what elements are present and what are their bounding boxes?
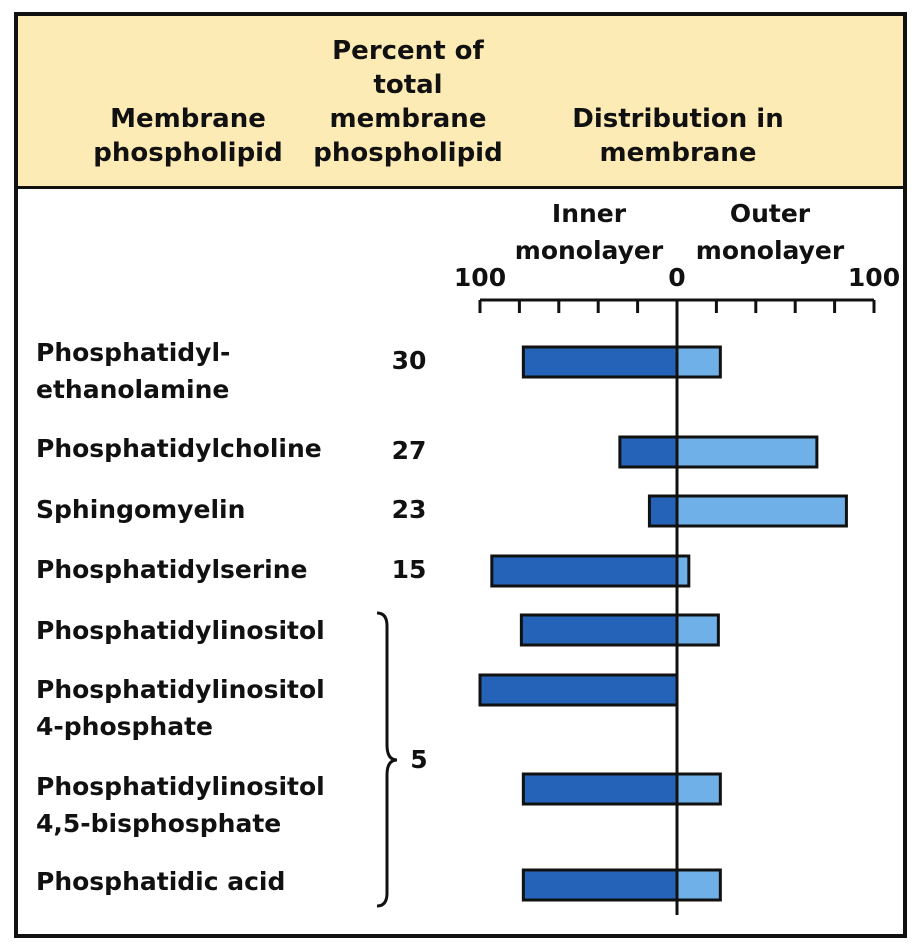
bar-outer [675, 494, 848, 528]
row-label: Phosphatidyl-ethanolamine [36, 338, 230, 404]
bar-outer [675, 868, 722, 902]
row-label: Phosphatidylserine [36, 555, 308, 584]
row-label: Phosphatidic acid [36, 867, 285, 896]
bar-inner [521, 772, 679, 806]
row-percent: 30 [392, 346, 427, 375]
header-distribution: Distribution in membrane [572, 104, 784, 168]
row-label: Phosphatidylcholine [36, 434, 322, 463]
row-label: Phosphatidylinositol 4-phosphate [36, 675, 325, 741]
bar-inner [521, 345, 679, 379]
tick-label: 0 [668, 263, 685, 292]
axis-label-inner: Inner monolayer [515, 199, 664, 265]
bar-outer [675, 554, 691, 588]
row-percent: 27 [392, 436, 427, 465]
row-label: Phosphatidylinositol 4,5-bisphosphate [36, 772, 325, 838]
bar-outer [675, 772, 722, 806]
bar-inner [490, 554, 679, 588]
header-percent: Percent of total membrane phospholipid [313, 36, 503, 168]
figure-frame: Membrane phospholipid Percent of total m… [14, 12, 907, 938]
row-label: Phosphatidylinositol [36, 616, 325, 645]
tick-label: 100 [454, 263, 506, 292]
group-percent: 5 [410, 745, 427, 774]
bar-inner [618, 435, 679, 469]
row-percent: 23 [392, 495, 427, 524]
bar-inner [478, 673, 679, 707]
row-label: Sphingomyelin [36, 495, 245, 524]
header-band [18, 16, 903, 189]
group-brace [376, 611, 398, 908]
header-phospholipid: Membrane phospholipid [93, 104, 283, 168]
bar-inner [521, 868, 679, 902]
bar-inner [647, 494, 679, 528]
bar-outer [675, 435, 819, 469]
bar-outer [675, 345, 722, 379]
row-percent: 15 [392, 555, 427, 584]
bar-inner [519, 613, 679, 647]
axis-label-outer: Outer monolayer [696, 199, 845, 265]
tick-label: 100 [848, 263, 900, 292]
bar-outer [675, 613, 720, 647]
